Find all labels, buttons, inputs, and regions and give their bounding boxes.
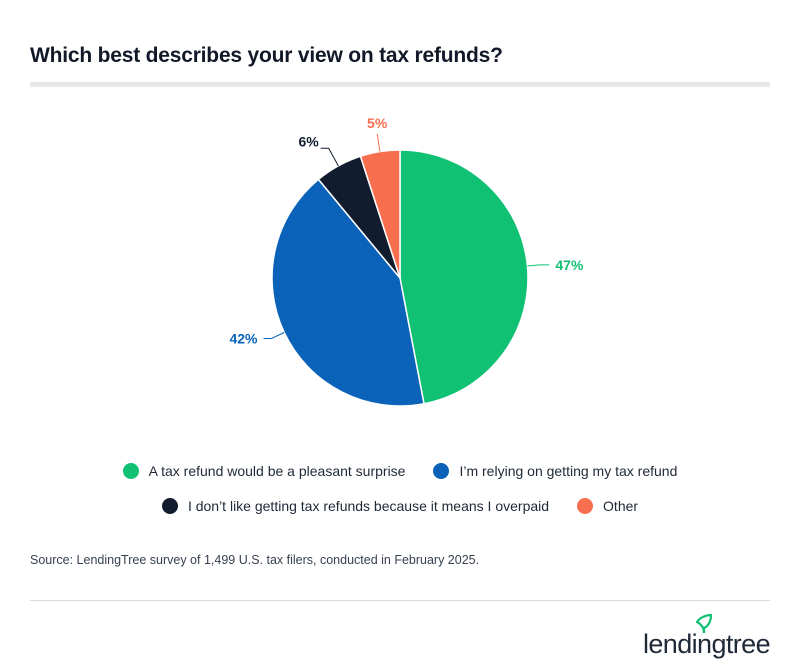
source-note: Source: LendingTree survey of 1,499 U.S.… (30, 553, 480, 567)
data-label-pleasant-surprise: 47% (555, 257, 584, 273)
legend-swatch-pleasant-surprise (122, 463, 139, 479)
legend-item-other: Other (577, 498, 638, 514)
legend-label-pleasant-surprise: A tax refund would be a pleasant surpris… (148, 463, 406, 479)
legend-label-other: Other (603, 498, 639, 514)
legend-item-relying: I’m relying on getting my tax refund (433, 463, 677, 479)
pie-slice-other (359, 149, 401, 279)
legend-swatch-relying (433, 463, 450, 479)
title-divider (30, 82, 770, 87)
lendingtree-logo: lendingtree (642, 614, 771, 660)
legend-item-overpaid: I don’t like getting tax refunds because… (161, 498, 550, 514)
chart-title: Which best describes your view on tax re… (30, 44, 503, 67)
footer-divider (30, 600, 770, 601)
legend-row-2: I don’t like getting tax refunds because… (0, 498, 800, 514)
legend-item-pleasant-surprise: A tax refund would be a pleasant surpris… (122, 463, 406, 479)
legend-label-relying: I’m relying on getting my tax refund (459, 463, 678, 479)
data-label-other: 5% (367, 115, 388, 131)
pie-chart: 47% 42% 6% 5% (229, 115, 584, 407)
leader-line-relying (263, 332, 285, 339)
logo-wordmark: lendingtree (642, 629, 771, 659)
leaf-icon (695, 614, 713, 634)
legend-row-1: A tax refund would be a pleasant surpris… (0, 463, 800, 479)
legend-swatch-other (577, 498, 594, 514)
legend-swatch-overpaid (161, 498, 178, 514)
legend-label-overpaid: I don’t like getting tax refunds because… (187, 498, 550, 514)
data-label-overpaid: 6% (298, 133, 319, 149)
leader-line-other (376, 133, 381, 152)
pie-slice-pleasant-surprise (399, 149, 529, 405)
leader-line-overpaid (320, 147, 339, 167)
data-label-relying: 42% (229, 330, 258, 346)
leader-line-pleasant-surprise (527, 264, 550, 267)
